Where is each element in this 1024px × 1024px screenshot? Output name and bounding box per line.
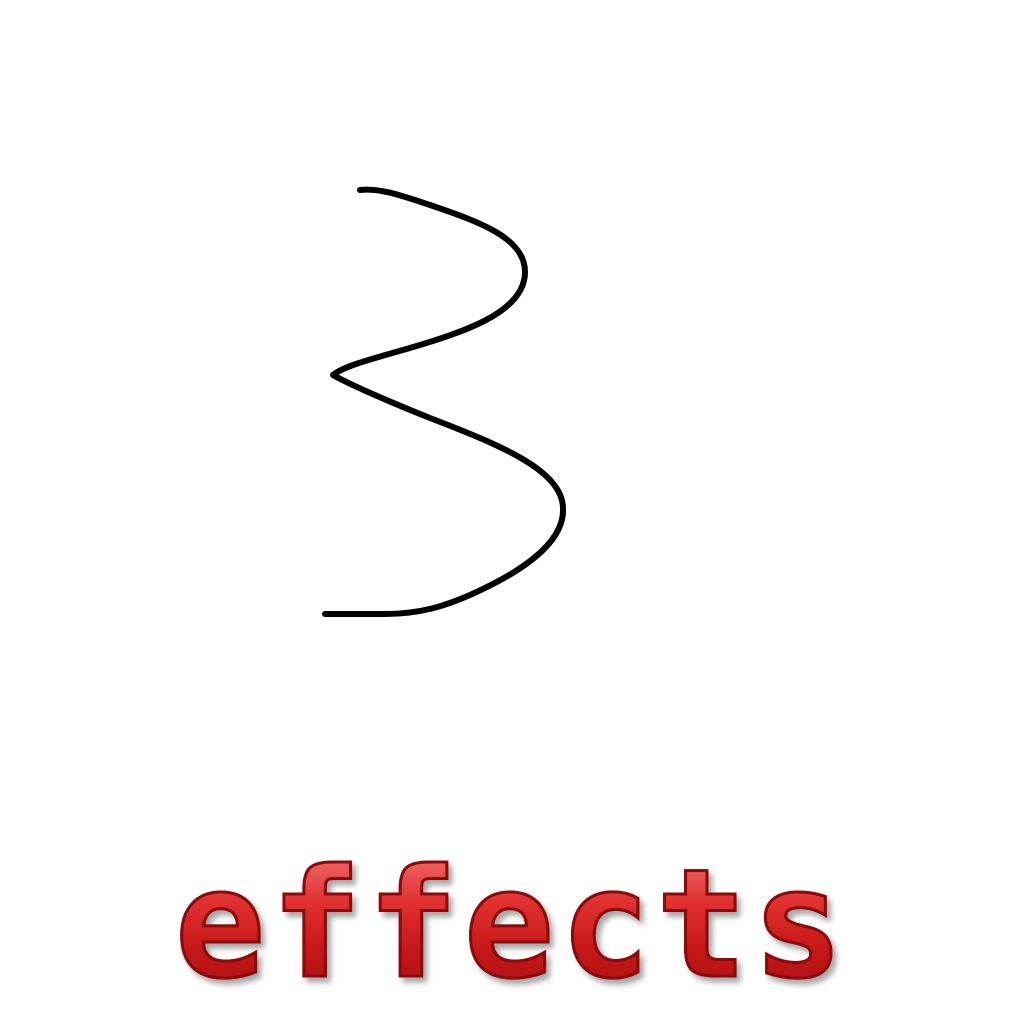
caption-text: effects (173, 838, 850, 1012)
numeral-three-stroke (322, 186, 567, 617)
caption-banner: effects (0, 849, 1024, 1002)
